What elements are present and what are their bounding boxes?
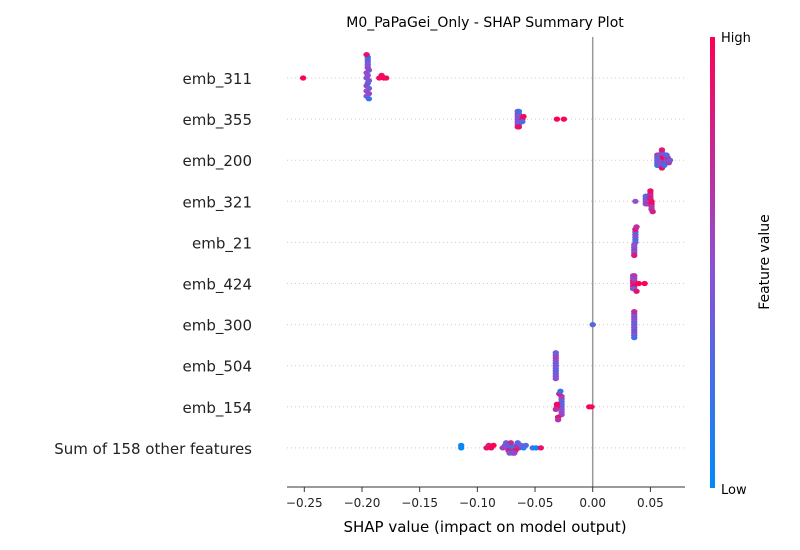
shap-point	[553, 401, 561, 407]
shap-point	[635, 280, 643, 287]
shap-point	[502, 440, 510, 446]
x-tick-label: 0.05	[637, 496, 664, 510]
shap-point	[661, 162, 668, 168]
chart-title: M0_PaPaGei_Only - SHAP Summary Plot	[346, 15, 624, 31]
shap-point	[552, 376, 559, 382]
shap-point	[641, 280, 648, 287]
shap-point	[632, 198, 639, 204]
shap-point	[666, 157, 674, 163]
feature-label: emb_300	[183, 317, 253, 336]
shap-point	[554, 417, 562, 423]
feature-labels: emb_311 emb_355 emb_200 emb_321 emb_21 emb_42…	[54, 70, 252, 458]
x-axis-label: SHAP value (impact on model output)	[343, 518, 626, 536]
shap-point	[522, 442, 529, 448]
feature-label: emb_154	[183, 399, 253, 418]
colorbar-high-label: High	[721, 31, 751, 46]
x-tick-label: −0.10	[459, 496, 496, 510]
feature-label: emb_311	[183, 70, 253, 89]
shap-point	[588, 404, 595, 410]
shap-point	[552, 350, 559, 356]
shap-point	[647, 188, 654, 194]
shap-point	[643, 201, 651, 207]
shap-point	[511, 450, 518, 456]
x-ticks: −0.25 −0.20 −0.15 −0.10 −0.05 0.00 0.05	[286, 487, 664, 510]
shap-point	[642, 193, 649, 199]
shap-point	[557, 388, 564, 394]
shap-point	[365, 96, 373, 102]
feature-label: emb_321	[183, 193, 253, 212]
x-tick-label: −0.15	[401, 496, 438, 510]
shap-point	[631, 273, 638, 279]
colorbar-title: Feature value	[757, 214, 773, 310]
x-tick-label: −0.20	[344, 496, 381, 510]
shap-point	[631, 252, 638, 258]
shap-point	[663, 152, 670, 158]
shap-point	[658, 147, 666, 153]
colorbar	[710, 37, 715, 488]
shap-point	[633, 288, 640, 294]
shap-point	[363, 52, 370, 58]
shap-point	[633, 224, 640, 230]
feature-label: emb_355	[183, 111, 253, 130]
shap-point	[507, 440, 515, 446]
shap-point	[532, 445, 540, 451]
feature-label: emb_21	[192, 234, 252, 253]
shap-point	[553, 116, 561, 122]
row-gridlines	[287, 77, 685, 449]
shap-point	[520, 113, 527, 120]
feature-label: emb_424	[183, 276, 253, 295]
shap-point	[589, 322, 596, 328]
shap-point	[552, 406, 559, 412]
shap-point	[515, 124, 523, 130]
x-tick-label: −0.05	[517, 496, 554, 510]
shap-point	[490, 442, 497, 448]
shap-point	[537, 445, 544, 451]
feature-label: Sum of 158 other features	[54, 440, 252, 458]
x-tick-label: 0.00	[579, 496, 606, 510]
shap-point	[515, 108, 523, 114]
shap-point	[457, 442, 465, 448]
shap-point	[560, 116, 568, 122]
feature-label: emb_504	[183, 358, 253, 377]
shap-point	[383, 75, 390, 81]
shap-point	[631, 309, 638, 315]
x-tick-label: −0.25	[286, 496, 323, 510]
shap-point	[519, 119, 526, 125]
feature-label: emb_200	[183, 152, 253, 171]
shap-point	[506, 450, 513, 456]
shap-point	[299, 75, 307, 81]
shap-point	[631, 335, 638, 341]
colorbar-low-label: Low	[721, 483, 747, 498]
shap-point	[649, 209, 656, 215]
shap-points	[299, 52, 674, 456]
